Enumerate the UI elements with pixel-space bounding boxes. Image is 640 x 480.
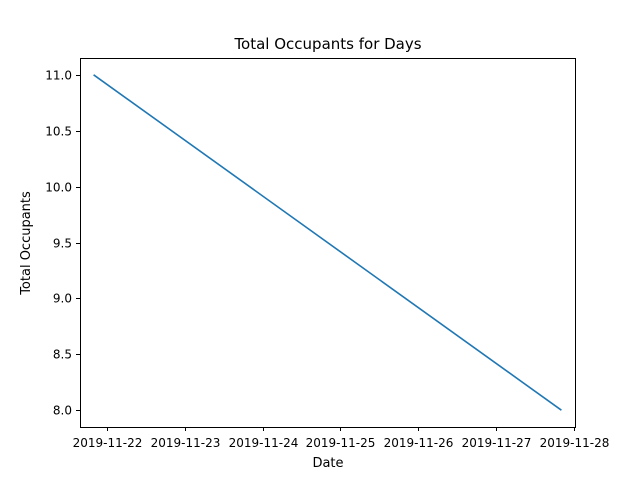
plot-area <box>93 74 562 411</box>
x-tick-label: 2019-11-28 <box>540 436 610 450</box>
y-tick-label: 9.0 <box>53 292 72 306</box>
y-tick-label: 11.0 <box>45 69 72 83</box>
y-axis: 8.0 8.5 9.0 9.5 10.0 10.5 11.0 <box>45 69 80 418</box>
y-tick-label: 10.5 <box>45 125 72 139</box>
y-tick-label: 8.0 <box>53 404 72 418</box>
x-tick-label: 2019-11-22 <box>73 436 143 450</box>
y-tick-label: 8.5 <box>53 348 72 362</box>
x-axis-label: Date <box>312 456 343 471</box>
y-axis-label: Total Occupants <box>19 191 34 296</box>
chart-title: Total Occupants for Days <box>233 35 421 53</box>
x-tick-label: 2019-11-25 <box>306 436 376 450</box>
y-tick-label: 10.0 <box>45 181 72 195</box>
y-tick-label: 9.5 <box>53 237 72 251</box>
x-axis: 2019-11-22 2019-11-23 2019-11-24 2019-11-25… <box>73 427 610 450</box>
series-line <box>93 74 562 411</box>
x-tick-label: 2019-11-23 <box>151 436 221 450</box>
x-tick-label: 2019-11-26 <box>384 436 454 450</box>
x-tick-label: 2019-11-27 <box>462 436 532 450</box>
x-tick-label: 2019-11-24 <box>229 436 299 450</box>
axes-frame <box>80 58 576 428</box>
